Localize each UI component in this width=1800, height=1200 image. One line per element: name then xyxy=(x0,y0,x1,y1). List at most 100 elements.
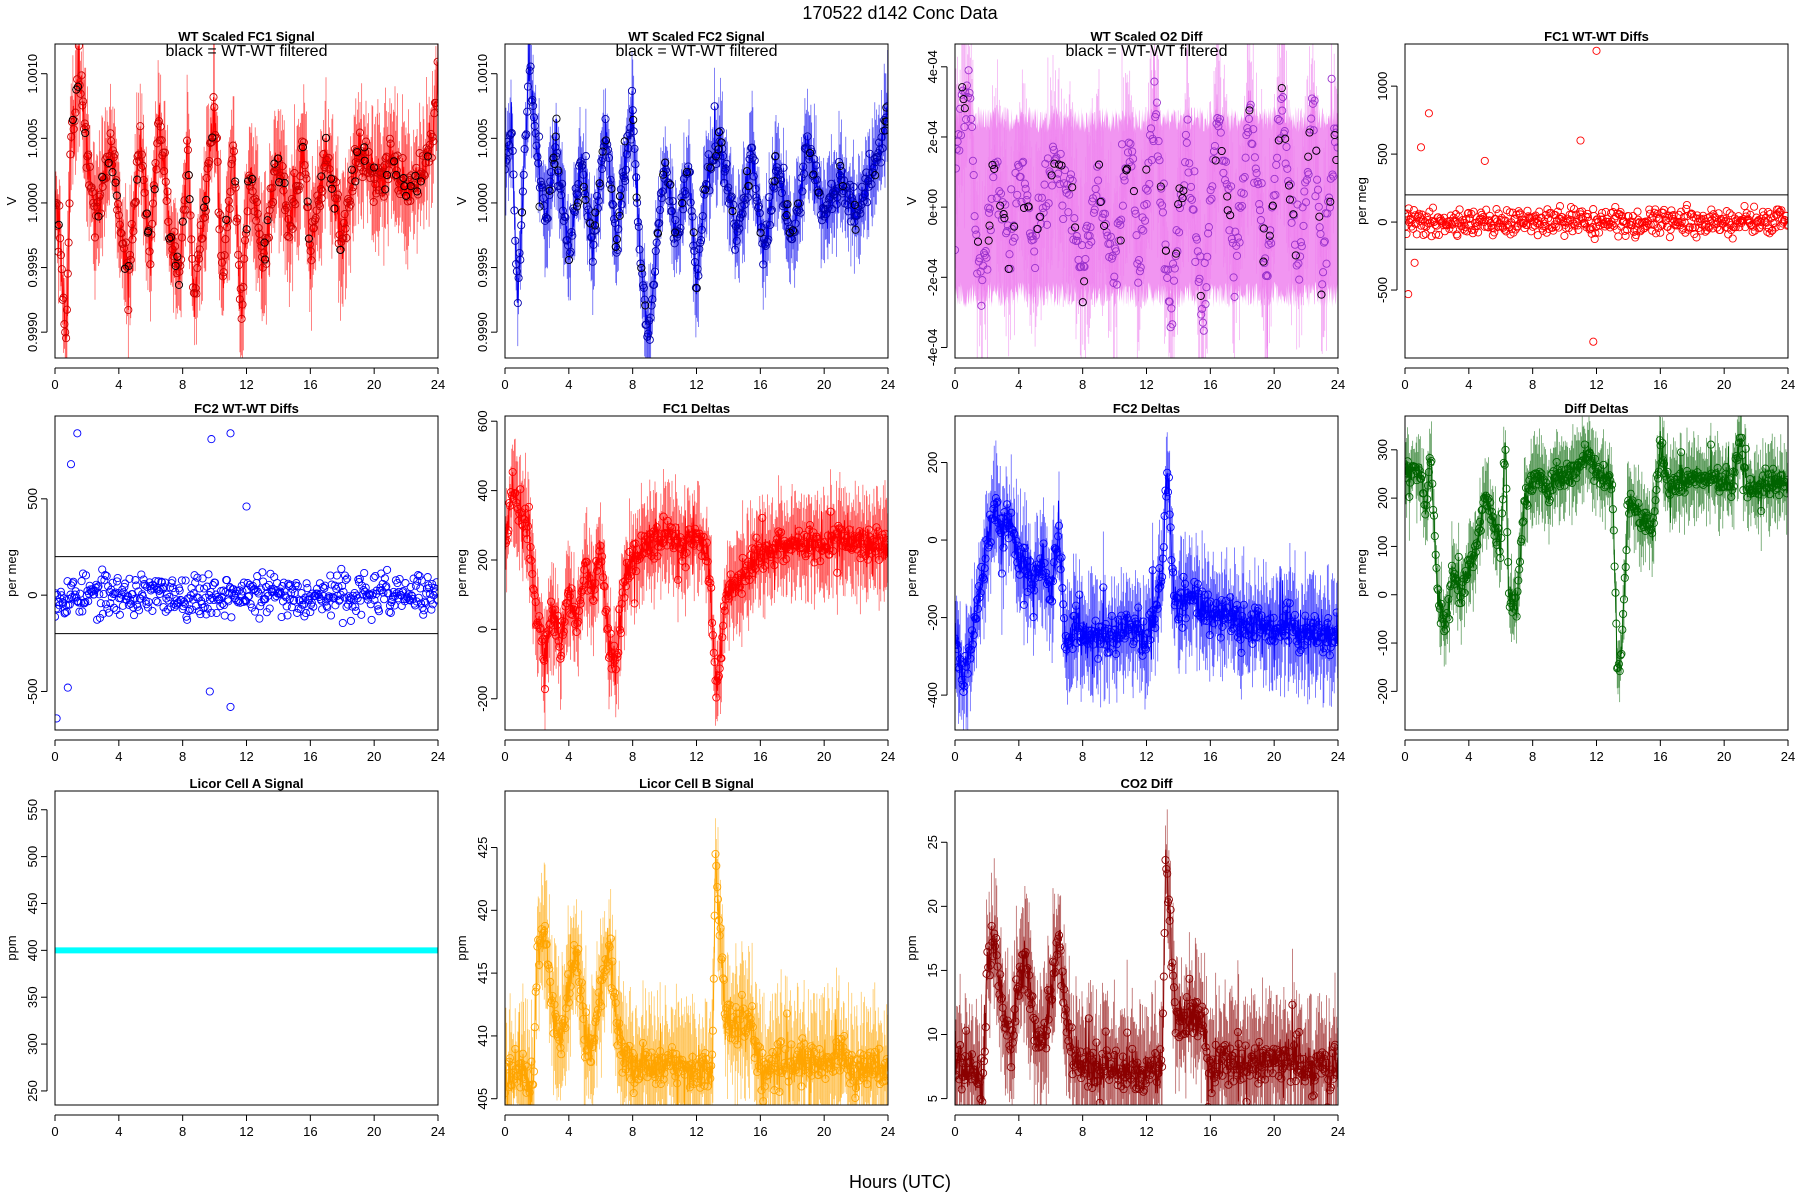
data-point xyxy=(121,238,130,247)
data-point xyxy=(601,114,610,124)
data-point xyxy=(98,609,108,618)
data-point xyxy=(1296,252,1305,261)
data-point xyxy=(1025,971,1034,980)
y-tick-label: -200 xyxy=(1375,678,1390,704)
y-tick-label: 500 xyxy=(25,846,40,868)
data-point xyxy=(1639,224,1648,233)
data-point xyxy=(690,541,699,550)
data-point xyxy=(546,597,556,606)
data-point xyxy=(1233,633,1242,642)
data-point xyxy=(708,1050,717,1059)
filtered-point xyxy=(999,210,1008,219)
data-point xyxy=(238,300,247,309)
data-point xyxy=(594,196,603,205)
data-point xyxy=(1034,193,1043,202)
data-point xyxy=(695,245,704,254)
data-point xyxy=(187,583,196,593)
data-point xyxy=(339,218,348,228)
data-point xyxy=(1238,619,1248,628)
data-point xyxy=(1111,247,1121,256)
data-point xyxy=(700,190,709,199)
filtered-point xyxy=(744,182,753,191)
filtered-point xyxy=(549,153,558,162)
data-point xyxy=(988,514,997,523)
data-point xyxy=(750,1053,759,1062)
filtered-point xyxy=(1078,298,1087,307)
data-point xyxy=(1143,640,1152,649)
data-point xyxy=(1020,544,1029,553)
data-point xyxy=(867,180,876,189)
data-point xyxy=(1590,454,1600,463)
data-point xyxy=(289,197,298,206)
data-point xyxy=(528,95,537,104)
filtered-point xyxy=(620,137,629,146)
data-point xyxy=(834,184,843,193)
data-point xyxy=(195,584,204,593)
data-point xyxy=(590,1034,599,1043)
data-point xyxy=(534,935,543,944)
data-point xyxy=(1185,159,1194,168)
data-point xyxy=(1495,547,1504,556)
data-point xyxy=(1611,588,1620,597)
data-point xyxy=(1656,441,1665,450)
data-point xyxy=(1092,191,1101,200)
data-point xyxy=(1058,967,1067,976)
data-point xyxy=(1301,611,1310,620)
data-point xyxy=(1556,472,1565,481)
data-point xyxy=(976,588,985,597)
data-point xyxy=(582,557,591,566)
filtered-point xyxy=(666,180,675,189)
data-point xyxy=(1648,529,1657,538)
data-point xyxy=(628,1048,637,1057)
filtered-point xyxy=(1123,164,1132,173)
data-point xyxy=(406,196,415,205)
data-point xyxy=(1080,1069,1089,1078)
data-point xyxy=(202,610,211,619)
data-point xyxy=(1592,46,1601,55)
data-point xyxy=(581,1008,590,1017)
chart-title: WT Scaled O2 Diff xyxy=(1091,29,1204,44)
data-point xyxy=(719,179,729,188)
data-point xyxy=(758,513,767,522)
data-point xyxy=(513,298,522,308)
data-point xyxy=(1405,457,1412,466)
data-point xyxy=(575,994,585,1003)
filtered-point xyxy=(174,280,184,289)
data-point xyxy=(845,525,854,534)
filtered-point xyxy=(1326,197,1335,206)
chart-title: FC1 Deltas xyxy=(663,401,730,416)
data-point xyxy=(1623,500,1632,509)
data-point xyxy=(505,526,513,535)
chart-note: black = WT-WT filtered xyxy=(166,43,328,60)
data-point xyxy=(81,571,91,580)
data-point xyxy=(1307,625,1317,634)
data-point xyxy=(983,947,992,957)
data-point xyxy=(1622,546,1631,555)
data-point xyxy=(98,565,107,574)
data-point xyxy=(1184,168,1193,177)
data-point xyxy=(1065,1042,1075,1051)
chart-title: Licor Cell A Signal xyxy=(190,776,304,791)
data-point xyxy=(1423,495,1432,504)
data-point xyxy=(1096,639,1105,648)
data-point xyxy=(1072,232,1081,241)
data-point xyxy=(177,576,186,585)
plot-area xyxy=(55,44,438,358)
data-point xyxy=(1319,648,1328,657)
data-point xyxy=(1663,467,1672,476)
data-point xyxy=(1117,1082,1126,1091)
data-point xyxy=(62,334,71,343)
data-point xyxy=(986,226,995,235)
data-point xyxy=(273,578,282,588)
data-point xyxy=(630,144,639,153)
data-point xyxy=(970,212,979,221)
data-point xyxy=(346,200,355,209)
data-point xyxy=(121,579,130,588)
data-point xyxy=(1765,229,1774,238)
data-point xyxy=(1742,209,1751,218)
data-point xyxy=(514,273,523,283)
data-point xyxy=(627,1055,637,1064)
x-tick-label: 0 xyxy=(951,749,958,764)
data-point xyxy=(1427,232,1436,241)
y-tick-label: 425 xyxy=(475,837,490,859)
